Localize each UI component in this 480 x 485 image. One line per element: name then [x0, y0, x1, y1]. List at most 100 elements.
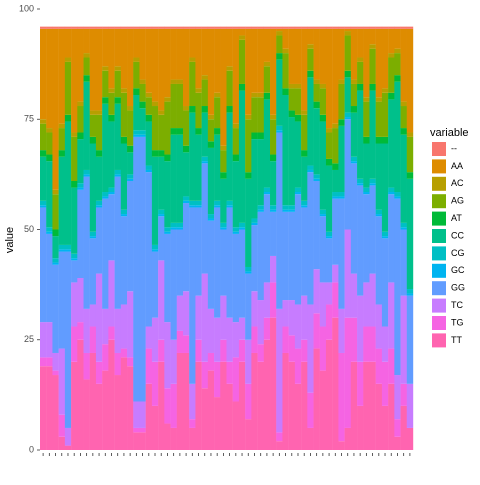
- bar-segment: [369, 44, 376, 49]
- legend-label: AC: [451, 178, 464, 188]
- bar-segment: [301, 200, 308, 206]
- bar-segment: [64, 114, 72, 122]
- bar-segment: [344, 317, 352, 428]
- bar-segment: [375, 101, 383, 137]
- bar-segment: [381, 405, 389, 450]
- bar-segment: [288, 205, 296, 210]
- bar-segment: [201, 361, 209, 389]
- bar-segment: [114, 308, 122, 353]
- bar-segment: [357, 90, 364, 179]
- bar-segment: [120, 26, 128, 29]
- bar-segment: [388, 28, 395, 54]
- bar-segment: [46, 28, 53, 129]
- bar-segment: [232, 357, 240, 402]
- bar-segment: [332, 317, 339, 450]
- bar-segment: [189, 427, 196, 450]
- bar-segment: [71, 282, 78, 327]
- bar-segment: [282, 300, 289, 327]
- bar-segment: [406, 136, 414, 173]
- bar-segment: [220, 178, 227, 223]
- bar-segment: [357, 28, 364, 58]
- bar-segment: [332, 196, 339, 199]
- bar-segment: [95, 273, 103, 362]
- bar-segment: [120, 304, 128, 349]
- bar-segment: [232, 26, 240, 29]
- bar-segment: [145, 114, 153, 122]
- bar-segment: [400, 101, 407, 107]
- bar-segment: [151, 156, 159, 245]
- bar-segment: [58, 123, 66, 129]
- bar-segment: [406, 427, 414, 450]
- bar-segment: [71, 361, 78, 450]
- bar-segment: [406, 26, 414, 29]
- bar-segment: [40, 366, 47, 450]
- bar-segment: [214, 97, 221, 129]
- bar-segment: [338, 119, 345, 126]
- bar-segment: [226, 207, 233, 318]
- bar-segment: [369, 178, 376, 184]
- bar-segment: [245, 178, 252, 267]
- bar-segment: [158, 339, 165, 362]
- bar-segment: [400, 383, 407, 406]
- bar-segment: [139, 130, 146, 135]
- bar-segment: [325, 231, 333, 237]
- bar-segment: [71, 136, 78, 181]
- bar-segment: [170, 222, 177, 228]
- legend-label: AG: [451, 196, 464, 206]
- bar-segment: [357, 57, 364, 62]
- bar-segment: [319, 26, 327, 29]
- bar-segment: [319, 88, 327, 115]
- bar-segment: [176, 28, 184, 80]
- bar-segment: [257, 209, 264, 212]
- bar-segment: [120, 348, 128, 358]
- bar-segment: [400, 222, 407, 228]
- y-axis-label: value: [4, 227, 16, 253]
- bar-segment: [145, 121, 153, 166]
- bar-segment: [127, 145, 134, 153]
- bar-segment: [52, 236, 59, 259]
- bar-segment: [369, 48, 376, 84]
- bar-segment: [95, 150, 103, 157]
- bar-segment: [388, 57, 395, 93]
- bar-segment: [133, 57, 140, 62]
- bar-segment: [151, 28, 159, 102]
- bar-segment: [71, 258, 78, 261]
- bar-segment: [133, 28, 140, 58]
- bar-segment: [164, 388, 171, 424]
- bar-segment: [307, 70, 314, 78]
- bar-segment: [127, 26, 134, 29]
- bar-segment: [263, 99, 271, 188]
- bar-segment: [245, 339, 252, 384]
- bar-segment: [270, 161, 277, 206]
- bar-segment: [158, 28, 165, 111]
- bar-segment: [270, 209, 277, 212]
- bar-segment: [257, 132, 264, 140]
- bar-segment: [189, 383, 196, 420]
- bar-segment: [195, 295, 202, 340]
- bar-segment: [313, 108, 320, 175]
- bar-segment: [64, 28, 72, 58]
- bar-segment: [257, 361, 264, 450]
- bar-segment: [332, 198, 339, 265]
- bar-segment: [369, 361, 376, 450]
- bar-segment: [207, 308, 215, 353]
- bar-segment: [363, 26, 370, 29]
- bar-segment: [375, 97, 383, 102]
- bar-segment: [388, 53, 395, 58]
- legend-label: CC: [451, 230, 464, 240]
- bar-segment: [182, 106, 190, 111]
- bar-segment: [270, 211, 277, 256]
- bar-segment: [164, 154, 171, 162]
- bar-segment: [52, 262, 59, 265]
- bar-segment: [400, 405, 407, 450]
- bar-segment: [319, 214, 327, 217]
- bar-segment: [307, 165, 314, 170]
- bar-segment: [394, 53, 401, 76]
- bar-segment: [338, 192, 345, 197]
- bar-segment: [164, 161, 171, 228]
- bar-segment: [282, 53, 289, 89]
- bar-segment: [158, 209, 165, 215]
- bar-segment: [226, 112, 233, 201]
- bar-segment: [108, 121, 115, 188]
- bar-segment: [52, 189, 59, 195]
